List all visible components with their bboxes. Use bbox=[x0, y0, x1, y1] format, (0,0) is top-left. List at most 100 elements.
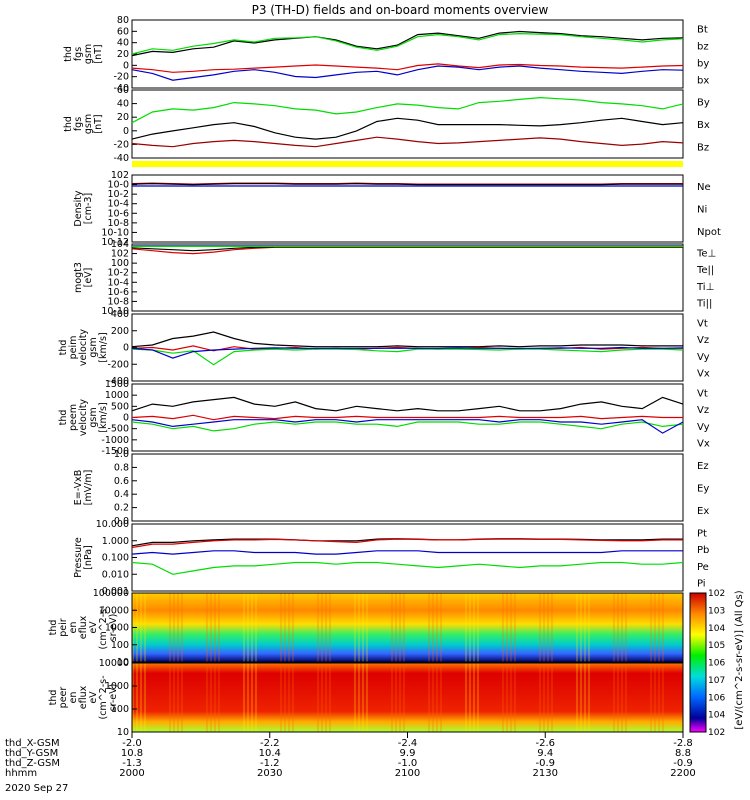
legend-label: Bx bbox=[697, 120, 710, 131]
panel-pressure: 0.001 0.010 0.100 1.000 10.000 Pressure [nPa] bbox=[73, 519, 684, 597]
heatmap-streak bbox=[625, 593, 627, 662]
series-line-bz bbox=[131, 63, 684, 73]
heatmap-streak bbox=[465, 593, 467, 662]
series-line-Bx bbox=[131, 117, 684, 140]
y-tick-label: 10.000 bbox=[96, 519, 129, 530]
legend-label: Ti|| bbox=[696, 299, 712, 310]
y-axis-label: peem bbox=[68, 404, 79, 431]
heatmap-streak bbox=[539, 593, 541, 662]
heatmap-streak bbox=[650, 663, 652, 732]
heatmap-streak bbox=[169, 663, 171, 732]
panel-frame bbox=[131, 453, 684, 522]
legend-label: bz bbox=[697, 42, 709, 53]
y-tick-label: 10-6 bbox=[107, 208, 129, 219]
y-tick-label: -1500 bbox=[101, 446, 129, 457]
panel-frame bbox=[131, 523, 684, 592]
legend-label: Vt bbox=[697, 388, 708, 399]
heatmap-streak bbox=[662, 663, 664, 732]
heatmap-streak bbox=[658, 663, 660, 732]
y-axis-label: mogt3 bbox=[73, 262, 84, 293]
legend-label: Vx bbox=[697, 369, 710, 380]
x-row-label: hhmm bbox=[5, 768, 37, 779]
x-tick-label: 2100 bbox=[395, 768, 420, 779]
heatmap-streak bbox=[436, 663, 438, 732]
y-tick-label: 0.100 bbox=[102, 553, 129, 564]
heatmap-streak bbox=[473, 593, 475, 662]
series-line-Vx bbox=[131, 346, 684, 359]
heatmap-streak bbox=[650, 593, 652, 662]
series-line-Ni bbox=[131, 182, 683, 186]
y-axis-label: Pressure bbox=[73, 537, 84, 578]
heatmap-streak bbox=[547, 663, 549, 732]
y-tick-label: 0 bbox=[123, 343, 129, 354]
y-axis-label: eflux bbox=[78, 615, 89, 639]
y-axis-label: thd bbox=[58, 340, 69, 356]
y-tick-label: 0.6 bbox=[114, 476, 129, 487]
series-line-By bbox=[131, 96, 684, 124]
y-tick-label: 200 bbox=[111, 326, 129, 337]
y-tick-label: 10000 bbox=[99, 605, 129, 616]
heatmap-streak bbox=[514, 593, 516, 662]
heatmap-streak bbox=[329, 593, 331, 662]
x-row-label: thd_X-GSM bbox=[5, 738, 60, 749]
y-tick-label: 10-2 bbox=[107, 268, 129, 279]
legend-label: Ne bbox=[697, 182, 711, 193]
x-row-label: thd_Z-GSM bbox=[5, 758, 60, 769]
heatmap-streak bbox=[547, 593, 549, 662]
heatmap-streak bbox=[214, 593, 216, 662]
y-tick-label: 0.2 bbox=[114, 503, 129, 514]
heatmap-streak bbox=[510, 593, 512, 662]
heatmap-streak bbox=[284, 663, 286, 732]
y-tick-label: 10 bbox=[117, 657, 129, 668]
series-line-Pb bbox=[131, 538, 683, 549]
heatmap-streak bbox=[477, 593, 479, 662]
legend-label: Npot bbox=[697, 227, 721, 238]
y-tick-label: 100000 bbox=[93, 588, 129, 599]
legend-label: Pb bbox=[697, 545, 709, 556]
y-axis-label: [km/s] bbox=[98, 332, 109, 362]
heatmap-streak bbox=[247, 593, 249, 662]
y-axis-label: [km/s] bbox=[98, 402, 109, 432]
heatmap-streak bbox=[391, 593, 393, 662]
colorbar: 102 104 106 107 106 105 104 103 102 [eV/(cm^2-s-s… bbox=[689, 589, 745, 738]
colorbar-tick-label: 104 bbox=[708, 711, 725, 721]
heatmap-streak bbox=[576, 593, 578, 662]
y-tick-label: 60 bbox=[117, 26, 129, 37]
y-tick-label: 1.000 bbox=[102, 536, 129, 547]
legend-label: Ey bbox=[697, 484, 709, 495]
legend-label: Ti⊥ bbox=[696, 282, 714, 293]
series-line-Vz bbox=[131, 414, 683, 421]
heatmap-streak bbox=[543, 593, 545, 662]
y-axis-label: E=-VxB bbox=[73, 470, 84, 505]
y-tick-label: 0.010 bbox=[102, 569, 129, 580]
x-tick-label: -0.9 bbox=[535, 758, 555, 769]
legend-label: by bbox=[697, 59, 709, 70]
y-axis-label: en bbox=[68, 692, 79, 704]
legend-label: Vy bbox=[697, 422, 710, 433]
heatmap-peir bbox=[132, 593, 683, 662]
heatmap-streak bbox=[288, 593, 290, 662]
x-tick-label: -2.6 bbox=[535, 738, 555, 749]
heatmap-streak bbox=[177, 593, 179, 662]
legend-label: Te|| bbox=[696, 265, 714, 276]
y-axis-label: eflux bbox=[78, 685, 89, 709]
legend-label: Vz bbox=[697, 405, 709, 416]
panel-peir: 10 100 1000 10000 100000 thd peir en eflux eV (cm^… bbox=[48, 588, 684, 668]
y-tick-label: 104 bbox=[111, 239, 129, 250]
y-tick-label: 10-12 bbox=[101, 237, 129, 248]
series-line-Bz bbox=[131, 136, 684, 148]
heatmap-streak bbox=[292, 593, 294, 662]
heatmap-streak bbox=[654, 663, 656, 732]
y-tick-label: 0 bbox=[123, 126, 129, 137]
heatmap-streak bbox=[436, 593, 438, 662]
series-line-Pi bbox=[131, 550, 683, 555]
heatmap-streak bbox=[206, 663, 208, 732]
heatmap-streak bbox=[588, 593, 590, 662]
y-axis-label: (cm^2-s- bbox=[98, 606, 109, 650]
y-axis-label: sr-eV) bbox=[108, 614, 119, 642]
y-tick-label: 1500 bbox=[105, 379, 129, 390]
heatmap-streak bbox=[214, 663, 216, 732]
panel-frame bbox=[131, 89, 684, 159]
